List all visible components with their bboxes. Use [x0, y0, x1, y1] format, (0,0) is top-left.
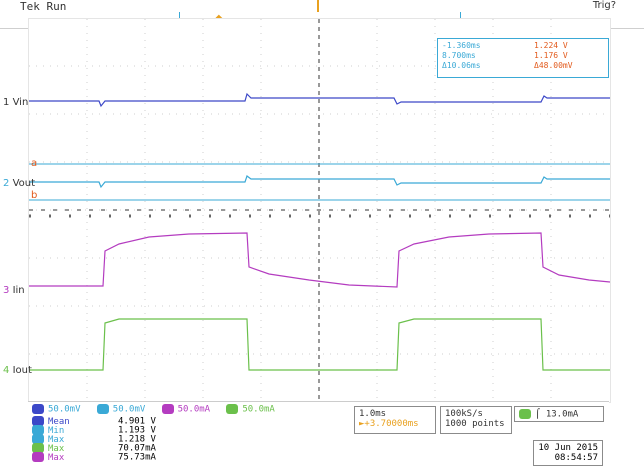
- stat-label: Min: [48, 425, 65, 436]
- trigger-position: ►+3.70000ms: [359, 419, 419, 429]
- ch2-number: 2: [3, 178, 10, 189]
- stat-label: Max: [48, 452, 65, 463]
- ch3-number: 3: [3, 285, 10, 296]
- stat-label: Mean: [48, 416, 70, 427]
- cursor-dv: Δ48.00mV: [534, 61, 573, 70]
- stat-value: 70.07mA: [118, 443, 156, 454]
- stat-row: Max 70.07mA: [32, 443, 332, 454]
- ch4-badge-icon: [32, 443, 44, 453]
- ch4-label: 4 Iout: [3, 365, 32, 376]
- ch4-scale[interactable]: 50.0mA: [242, 404, 275, 415]
- iout-label: Iout: [12, 365, 32, 376]
- acquisition-status: Tek Run: [20, 0, 67, 13]
- ch3-badge-icon: [161, 404, 174, 414]
- cursor-b-marker[interactable]: b: [31, 190, 38, 201]
- record-length: 1000 points: [445, 419, 505, 429]
- status-panel: 50.0mV 50.0mV 50.0mA 50.0mA Mean 4.901 V …: [28, 401, 609, 466]
- timebase: 1.0ms: [359, 409, 387, 419]
- ch1-badge-icon: [32, 404, 44, 414]
- vout-label: Vout: [12, 178, 36, 189]
- trigger-level: 13.0mA: [545, 409, 579, 420]
- sample-rate: 100kS/s: [445, 409, 483, 419]
- ch2-scale[interactable]: 50.0mV: [112, 404, 146, 415]
- stat-value: 75.73mA: [118, 452, 156, 463]
- stat-value: 1.218 V: [118, 434, 156, 445]
- iin-label: Iin: [12, 285, 25, 296]
- ch3-label: 3 Iin: [3, 285, 25, 296]
- measurement-stats: Mean 4.901 V Min 1.193 V Max 1.218 V Max 70.…: [32, 416, 332, 463]
- cursor-t1: -1.360ms: [442, 41, 481, 50]
- trigger-status: Trig?: [592, 0, 616, 11]
- cursor-a-marker[interactable]: a: [31, 158, 38, 169]
- vin-label: Vin: [12, 97, 29, 108]
- stat-row: Mean 4.901 V: [32, 416, 332, 427]
- ch4-badge-icon: [519, 409, 531, 419]
- channel-scales: 50.0mV 50.0mV 50.0mA 50.0mA: [32, 404, 275, 415]
- ch2-badge-icon: [96, 404, 109, 414]
- stat-label: Max: [48, 443, 65, 454]
- ch3-scale[interactable]: 50.0mA: [177, 404, 211, 415]
- stat-label: Max: [48, 434, 65, 445]
- stat-value: 1.193 V: [118, 425, 156, 436]
- ch4-number: 4: [3, 365, 10, 376]
- trigger-box[interactable]: ⌠ 13.0mA: [514, 406, 604, 422]
- rising-edge-icon: ⌠: [535, 409, 541, 420]
- waveform-svg: [29, 19, 611, 402]
- cursor-v2: 1.176 V: [534, 51, 568, 60]
- date: 10 Jun 2015: [538, 443, 598, 453]
- stat-value: 4.901 V: [118, 416, 156, 427]
- cursor-v1: 1.224 V: [534, 41, 568, 50]
- cursor-dt: Δ10.06ms: [442, 61, 481, 70]
- ch2-badge-icon: [32, 434, 44, 444]
- stat-row: Max 1.218 V: [32, 434, 332, 445]
- stat-row: Max 75.73mA: [32, 452, 332, 463]
- ch2-badge-icon: [32, 425, 44, 435]
- stat-row: Min 1.193 V: [32, 425, 332, 436]
- ch4-badge-icon: [226, 404, 239, 414]
- ch1-number: 1: [3, 97, 10, 108]
- time: 08:54:57: [554, 453, 598, 463]
- cursor-t2: 8.700ms: [442, 51, 476, 60]
- acquisition-box[interactable]: 100kS/s 1000 points: [440, 406, 512, 434]
- timebase-box[interactable]: 1.0ms ►+3.70000ms: [354, 406, 436, 434]
- ch1-scale[interactable]: 50.0mV: [48, 404, 81, 415]
- waveform-display[interactable]: 1 Vin 2 Vout 3 Iin 4 Iout a b: [3, 18, 611, 403]
- ch1-label: 1 Vin: [3, 97, 28, 108]
- ch1-badge-icon: [32, 416, 44, 426]
- ch3-badge-icon: [32, 452, 44, 462]
- timestamp: 10 Jun 2015 08:54:57: [533, 440, 603, 466]
- cursor-readout: -1.360ms 8.700ms Δ10.06ms 1.224 V 1.176 …: [437, 38, 609, 78]
- trigger-position-tick: [317, 0, 319, 12]
- ch2-label: 2 Vout: [3, 178, 35, 189]
